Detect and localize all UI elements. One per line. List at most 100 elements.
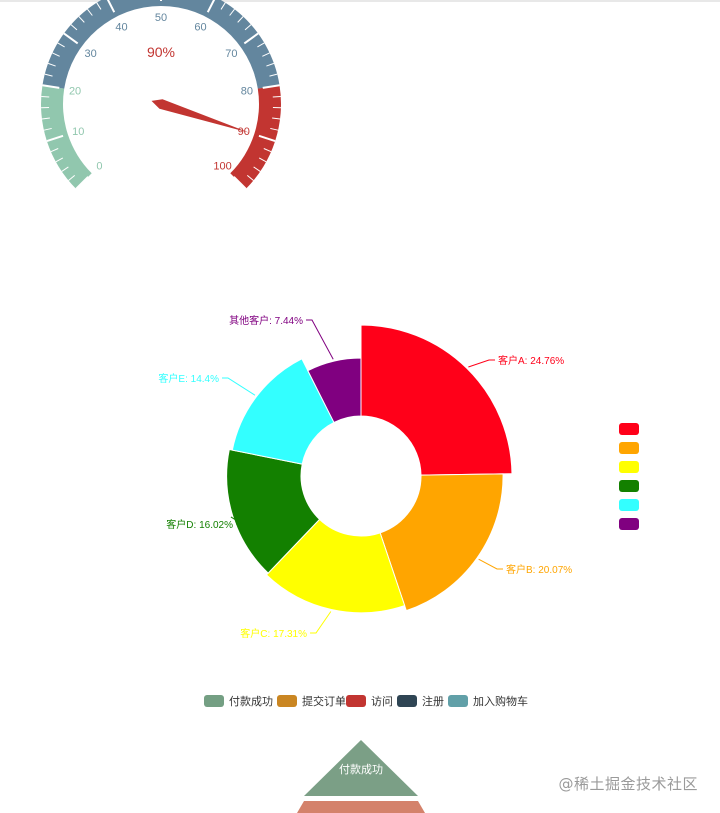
gauge-tick	[233, 176, 247, 190]
funnel-legend: 付款成功 提交订单 访问 注册 加入购物车	[204, 694, 528, 708]
funnel-segment-1	[297, 801, 425, 813]
gauge-tick	[258, 134, 276, 143]
gauge-chart: 0 10 20 30 40 50 60 70 80 90 100 90%	[41, 0, 281, 190]
gauge-tick	[61, 166, 69, 172]
gauge-band-1	[42, 0, 280, 89]
gauge-tick	[263, 148, 272, 153]
gauge-tick	[43, 127, 52, 131]
funnel-segment-0	[304, 740, 418, 796]
pie-slice-label: 客户E: 14.4%	[158, 372, 219, 385]
gauge-tick	[106, 0, 116, 13]
funnel-legend-swatch-4	[448, 695, 468, 707]
pie-slice-1	[379, 473, 504, 612]
gauge-tick-label: 70	[225, 48, 237, 60]
gauge-tick-label: 20	[69, 85, 81, 97]
gauge-tick-label: 10	[72, 126, 84, 138]
pie-slice-label: 客户C: 17.31%	[240, 627, 307, 640]
funnel-segment-label: 付款成功	[339, 762, 383, 776]
gauge-tick-label: 80	[241, 85, 253, 97]
gauge-tick	[75, 176, 89, 190]
gauge-tick	[272, 117, 281, 120]
gauge-tick	[269, 73, 278, 77]
gauge-tick	[68, 175, 76, 181]
gauge-tick	[87, 8, 93, 16]
watermark: @稀土掘金技术社区	[558, 775, 698, 793]
pie-legend-swatch-3	[619, 480, 639, 492]
gauge-tick	[206, 0, 216, 13]
pie-slice-4	[231, 358, 335, 465]
gauge-tick	[243, 32, 259, 45]
funnel-legend-label: 注册	[422, 694, 444, 708]
funnel-legend-label: 提交订单	[302, 694, 346, 708]
gauge-tick	[244, 24, 252, 31]
gauge-tick	[41, 95, 50, 98]
gauge-tick-label: 90	[238, 126, 250, 138]
gauge-tick	[78, 16, 85, 23]
gauge-detail-value: 90%	[147, 44, 175, 60]
gauge-tick	[96, 2, 102, 10]
pie-legend-swatch-0	[619, 423, 639, 435]
pie-legend	[619, 423, 639, 530]
gauge-tick	[237, 16, 244, 23]
funnel-legend-swatch-0	[204, 695, 224, 707]
gauge-tick	[262, 52, 270, 57]
gauge-band-2	[230, 85, 281, 189]
gauge-tick	[52, 52, 60, 57]
pie-slice-0	[360, 324, 513, 476]
gauge-tick-label: 60	[194, 21, 206, 33]
gauge-tick	[266, 62, 275, 67]
gauge-tick	[44, 73, 53, 77]
pie-label-line	[468, 359, 495, 368]
pie-label-line	[230, 516, 244, 525]
funnel-legend-swatch-3	[397, 695, 417, 707]
pie-label-line	[306, 319, 334, 360]
pie-slice-label: 客户B: 20.07%	[506, 563, 572, 576]
gauge-tick	[257, 42, 265, 48]
pie-legend-swatch-2	[619, 461, 639, 473]
gauge-tick	[57, 42, 65, 48]
funnel-legend-label: 付款成功	[229, 694, 273, 708]
gauge-tick	[41, 117, 50, 120]
pie-legend-swatch-5	[619, 518, 639, 530]
funnel-chart: 付款成功	[297, 740, 425, 813]
gauge-tick-label: 0	[96, 161, 102, 173]
gauge-tick	[46, 134, 64, 143]
pie-label-line	[222, 377, 256, 396]
pie-legend-swatch-4	[619, 499, 639, 511]
top-divider	[0, 0, 720, 2]
gauge-pointer	[151, 99, 250, 133]
gauge-tick	[47, 62, 56, 67]
gauge-tick	[258, 157, 267, 163]
gauge-tick	[272, 95, 281, 98]
gauge-tick-label: 30	[84, 48, 96, 60]
gauge-tick-label: 100	[213, 161, 231, 173]
pie-slice-label: 客户D: 16.02%	[166, 518, 233, 531]
funnel-legend-swatch-1	[277, 695, 297, 707]
gauge-tick	[262, 84, 280, 89]
gauge-tick	[270, 127, 279, 131]
gauge-tick	[63, 32, 79, 45]
gauge-tick	[70, 24, 78, 31]
gauge-tick-label: 40	[115, 21, 127, 33]
gauge-tick	[55, 157, 64, 163]
gauge-tick	[42, 84, 60, 89]
gauge-tick-label: 50	[155, 12, 167, 24]
gauge-tick	[50, 148, 59, 153]
pie-label-line	[310, 611, 332, 634]
pie-slice-3	[226, 448, 321, 574]
gauge-tick	[220, 2, 226, 10]
funnel-legend-label: 访问	[371, 695, 393, 708]
pie-label-line	[478, 558, 503, 570]
funnel-legend-label: 加入购物车	[473, 694, 528, 708]
gauge-tick	[246, 175, 254, 181]
pie-slice-2	[265, 518, 406, 614]
pie-slice-5	[307, 357, 362, 424]
pie-legend-swatch-1	[619, 442, 639, 454]
pie-slice-label: 客户A: 24.76%	[498, 354, 564, 367]
gauge-tick	[253, 166, 261, 172]
gauge-tick	[229, 8, 235, 16]
funnel-legend-swatch-2	[346, 695, 366, 707]
gauge-band-0	[41, 85, 92, 189]
pie-chart: 客户A: 24.76% 客户B: 20.07% 客户C: 17.31% 客户D: 16…	[158, 314, 572, 640]
